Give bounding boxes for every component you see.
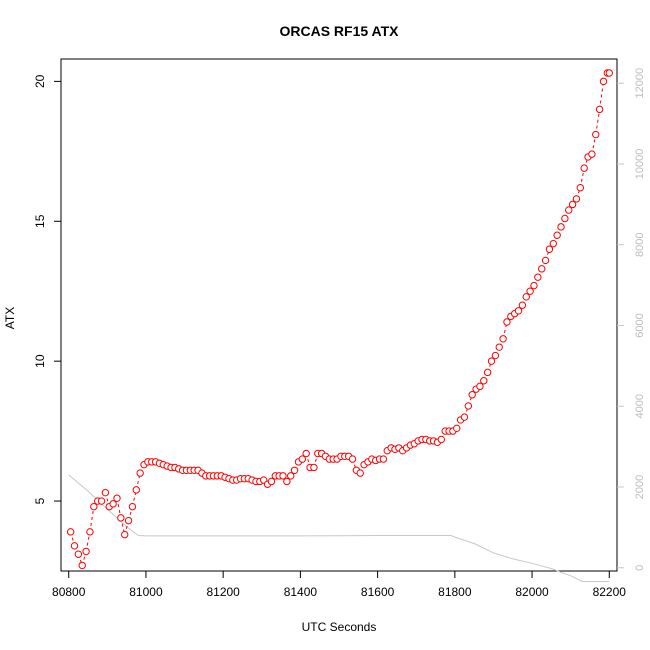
data-point: [553, 231, 561, 239]
data-point: [121, 530, 129, 539]
data-point: [483, 368, 492, 377]
data-point: [66, 528, 75, 536]
right-tick-label: 0: [634, 565, 646, 571]
data-point: [480, 377, 488, 385]
data-point: [565, 206, 573, 214]
data-point: [599, 77, 608, 86]
data-point: [595, 105, 604, 114]
data-point: [74, 550, 83, 558]
data-point: [568, 200, 577, 209]
series-segment: [599, 81, 604, 110]
data-point: [310, 463, 318, 472]
data-point: [545, 245, 554, 253]
data-point: [572, 195, 581, 203]
data-point: [279, 472, 287, 480]
x-tick-label: 82200: [593, 585, 627, 599]
data-point: [491, 351, 500, 360]
series-segment: [595, 109, 601, 135]
series-segment: [89, 506, 95, 532]
y-tick-label: 20: [33, 74, 47, 88]
x-axis-label: UTC Seconds: [302, 620, 377, 634]
x-tick-label: 81400: [284, 585, 318, 599]
atx-series: [66, 69, 613, 570]
x-tick-label: 81200: [206, 585, 240, 599]
data-point: [495, 343, 503, 351]
data-point: [97, 497, 106, 505]
y-axis: 5 10 15 20: [33, 74, 61, 504]
data-point: [82, 547, 90, 556]
data-point: [541, 256, 550, 265]
data-point: [453, 424, 461, 433]
data-point: [298, 455, 307, 463]
data-point: [468, 391, 476, 399]
data-point: [464, 402, 473, 410]
data-point: [514, 307, 523, 315]
y-tick-label: 5: [33, 497, 47, 504]
chart-title: ORCAS RF15 ATX: [279, 23, 399, 39]
data-point: [113, 494, 121, 502]
data-point: [267, 477, 276, 486]
data-point: [530, 281, 538, 290]
data-point: [499, 335, 507, 343]
data-point: [592, 130, 600, 139]
data-point: [109, 500, 117, 508]
right-tick-label: 12000: [634, 68, 646, 99]
right-tick-label: 8000: [634, 232, 646, 256]
x-tick-label: 82000: [515, 585, 549, 599]
data-point: [518, 301, 527, 309]
data-point: [90, 502, 98, 511]
right-tick-label: 2000: [634, 475, 646, 499]
data-point: [605, 69, 613, 77]
data-point: [70, 542, 79, 550]
data-point: [557, 223, 565, 231]
data-point: [534, 273, 542, 281]
data-point: [101, 488, 110, 497]
y-tick-label: 10: [33, 354, 47, 368]
data-point: [580, 164, 588, 172]
right-tick-label: 10000: [634, 149, 646, 180]
data-point: [302, 449, 310, 458]
data-point: [379, 455, 388, 463]
x-tick-label: 81000: [129, 585, 163, 599]
x-tick-label: 81800: [438, 585, 472, 599]
data-point: [588, 150, 596, 158]
right-axis: 0 2000 4000 6000 8000 10000 12000: [617, 68, 646, 571]
data-point: [538, 265, 546, 273]
right-tick-label: 4000: [634, 394, 646, 418]
data-point: [287, 472, 295, 480]
data-point: [132, 486, 140, 494]
data-point: [86, 528, 94, 536]
data-point: [128, 502, 137, 511]
data-point: [503, 318, 511, 326]
data-point: [348, 455, 357, 463]
data-point: [522, 293, 530, 301]
y-tick-label: 15: [33, 214, 47, 228]
x-tick-label: 80800: [52, 585, 86, 599]
data-point: [487, 357, 496, 365]
data-point: [78, 561, 86, 570]
data-point: [356, 469, 364, 477]
data-point: [460, 413, 469, 421]
data-point: [283, 477, 291, 486]
y-axis-label: ATX: [3, 307, 17, 329]
data-point: [117, 514, 125, 522]
x-axis: 80800 81000 81200 81400 81600 81800 82000 82200: [52, 571, 626, 599]
x-tick-label: 81600: [361, 585, 395, 599]
data-point: [476, 382, 484, 391]
data-point: [124, 516, 133, 525]
data-point: [576, 183, 585, 192]
data-point: [549, 239, 557, 248]
data-point: [526, 287, 534, 295]
secondary-series: [68, 474, 610, 582]
plot-frame: [60, 58, 618, 572]
data-point: [437, 435, 446, 444]
data-point: [561, 214, 569, 223]
right-tick-label: 6000: [634, 313, 646, 337]
data-point: [290, 466, 299, 474]
data-point: [136, 469, 144, 477]
secondary-line: [68, 474, 610, 582]
